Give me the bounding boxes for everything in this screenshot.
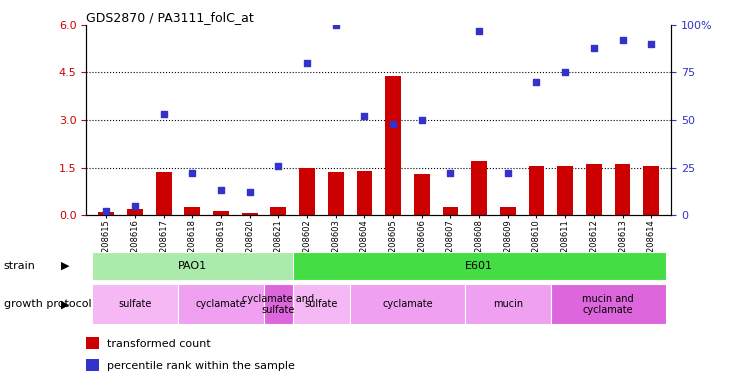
Text: percentile rank within the sample: percentile rank within the sample <box>106 361 295 371</box>
Point <box>616 37 628 43</box>
Bar <box>414 174 430 215</box>
Bar <box>350 284 465 324</box>
Bar <box>242 212 257 215</box>
Bar <box>557 166 573 215</box>
Point <box>330 22 342 28</box>
Text: cyclamate: cyclamate <box>382 299 433 310</box>
Text: GDS2870 / PA3111_folC_at: GDS2870 / PA3111_folC_at <box>86 11 254 24</box>
Bar <box>92 252 292 280</box>
Text: cyclamate: cyclamate <box>196 299 246 310</box>
Point <box>445 170 457 176</box>
Point <box>244 189 256 195</box>
Text: strain: strain <box>4 261 36 271</box>
Point <box>588 45 600 51</box>
Bar <box>92 284 178 324</box>
Bar <box>500 207 516 215</box>
Point <box>358 113 370 119</box>
Bar <box>465 284 550 324</box>
Bar <box>292 284 350 324</box>
Bar <box>529 166 544 215</box>
Text: growth protocol: growth protocol <box>4 299 92 310</box>
Bar <box>213 211 229 215</box>
Bar <box>271 207 286 215</box>
Bar <box>299 167 315 215</box>
Bar <box>86 337 99 349</box>
Bar <box>127 209 143 215</box>
Point <box>416 117 428 123</box>
Point <box>560 70 572 76</box>
Bar <box>184 207 200 215</box>
Bar <box>471 161 487 215</box>
Text: ▶: ▶ <box>61 261 69 271</box>
Bar <box>156 172 172 215</box>
Text: transformed count: transformed count <box>106 339 211 349</box>
Bar <box>264 284 292 324</box>
Point <box>272 162 284 169</box>
Point <box>301 60 313 66</box>
Text: mucin: mucin <box>493 299 523 310</box>
Point <box>530 79 542 85</box>
Bar <box>86 359 99 371</box>
Text: E601: E601 <box>465 261 493 271</box>
Bar <box>550 284 665 324</box>
Point <box>158 111 170 118</box>
Text: PAO1: PAO1 <box>178 261 207 271</box>
Bar <box>98 212 114 215</box>
Bar <box>292 252 665 280</box>
Point <box>473 28 485 34</box>
Point <box>186 170 198 176</box>
Text: cyclamate and
sulfate: cyclamate and sulfate <box>242 293 314 315</box>
Bar <box>614 164 631 215</box>
Point <box>129 202 141 209</box>
Text: ▶: ▶ <box>61 299 69 310</box>
Bar <box>442 207 458 215</box>
Bar <box>178 284 264 324</box>
Bar <box>356 170 372 215</box>
Bar <box>328 172 344 215</box>
Point <box>645 41 657 47</box>
Bar <box>586 164 602 215</box>
Point <box>502 170 514 176</box>
Point <box>100 208 112 214</box>
Bar <box>644 166 659 215</box>
Text: sulfate: sulfate <box>118 299 152 310</box>
Text: sulfate: sulfate <box>304 299 338 310</box>
Point <box>387 121 399 127</box>
Text: mucin and
cyclamate: mucin and cyclamate <box>582 293 634 315</box>
Bar <box>386 76 401 215</box>
Point <box>215 187 227 194</box>
